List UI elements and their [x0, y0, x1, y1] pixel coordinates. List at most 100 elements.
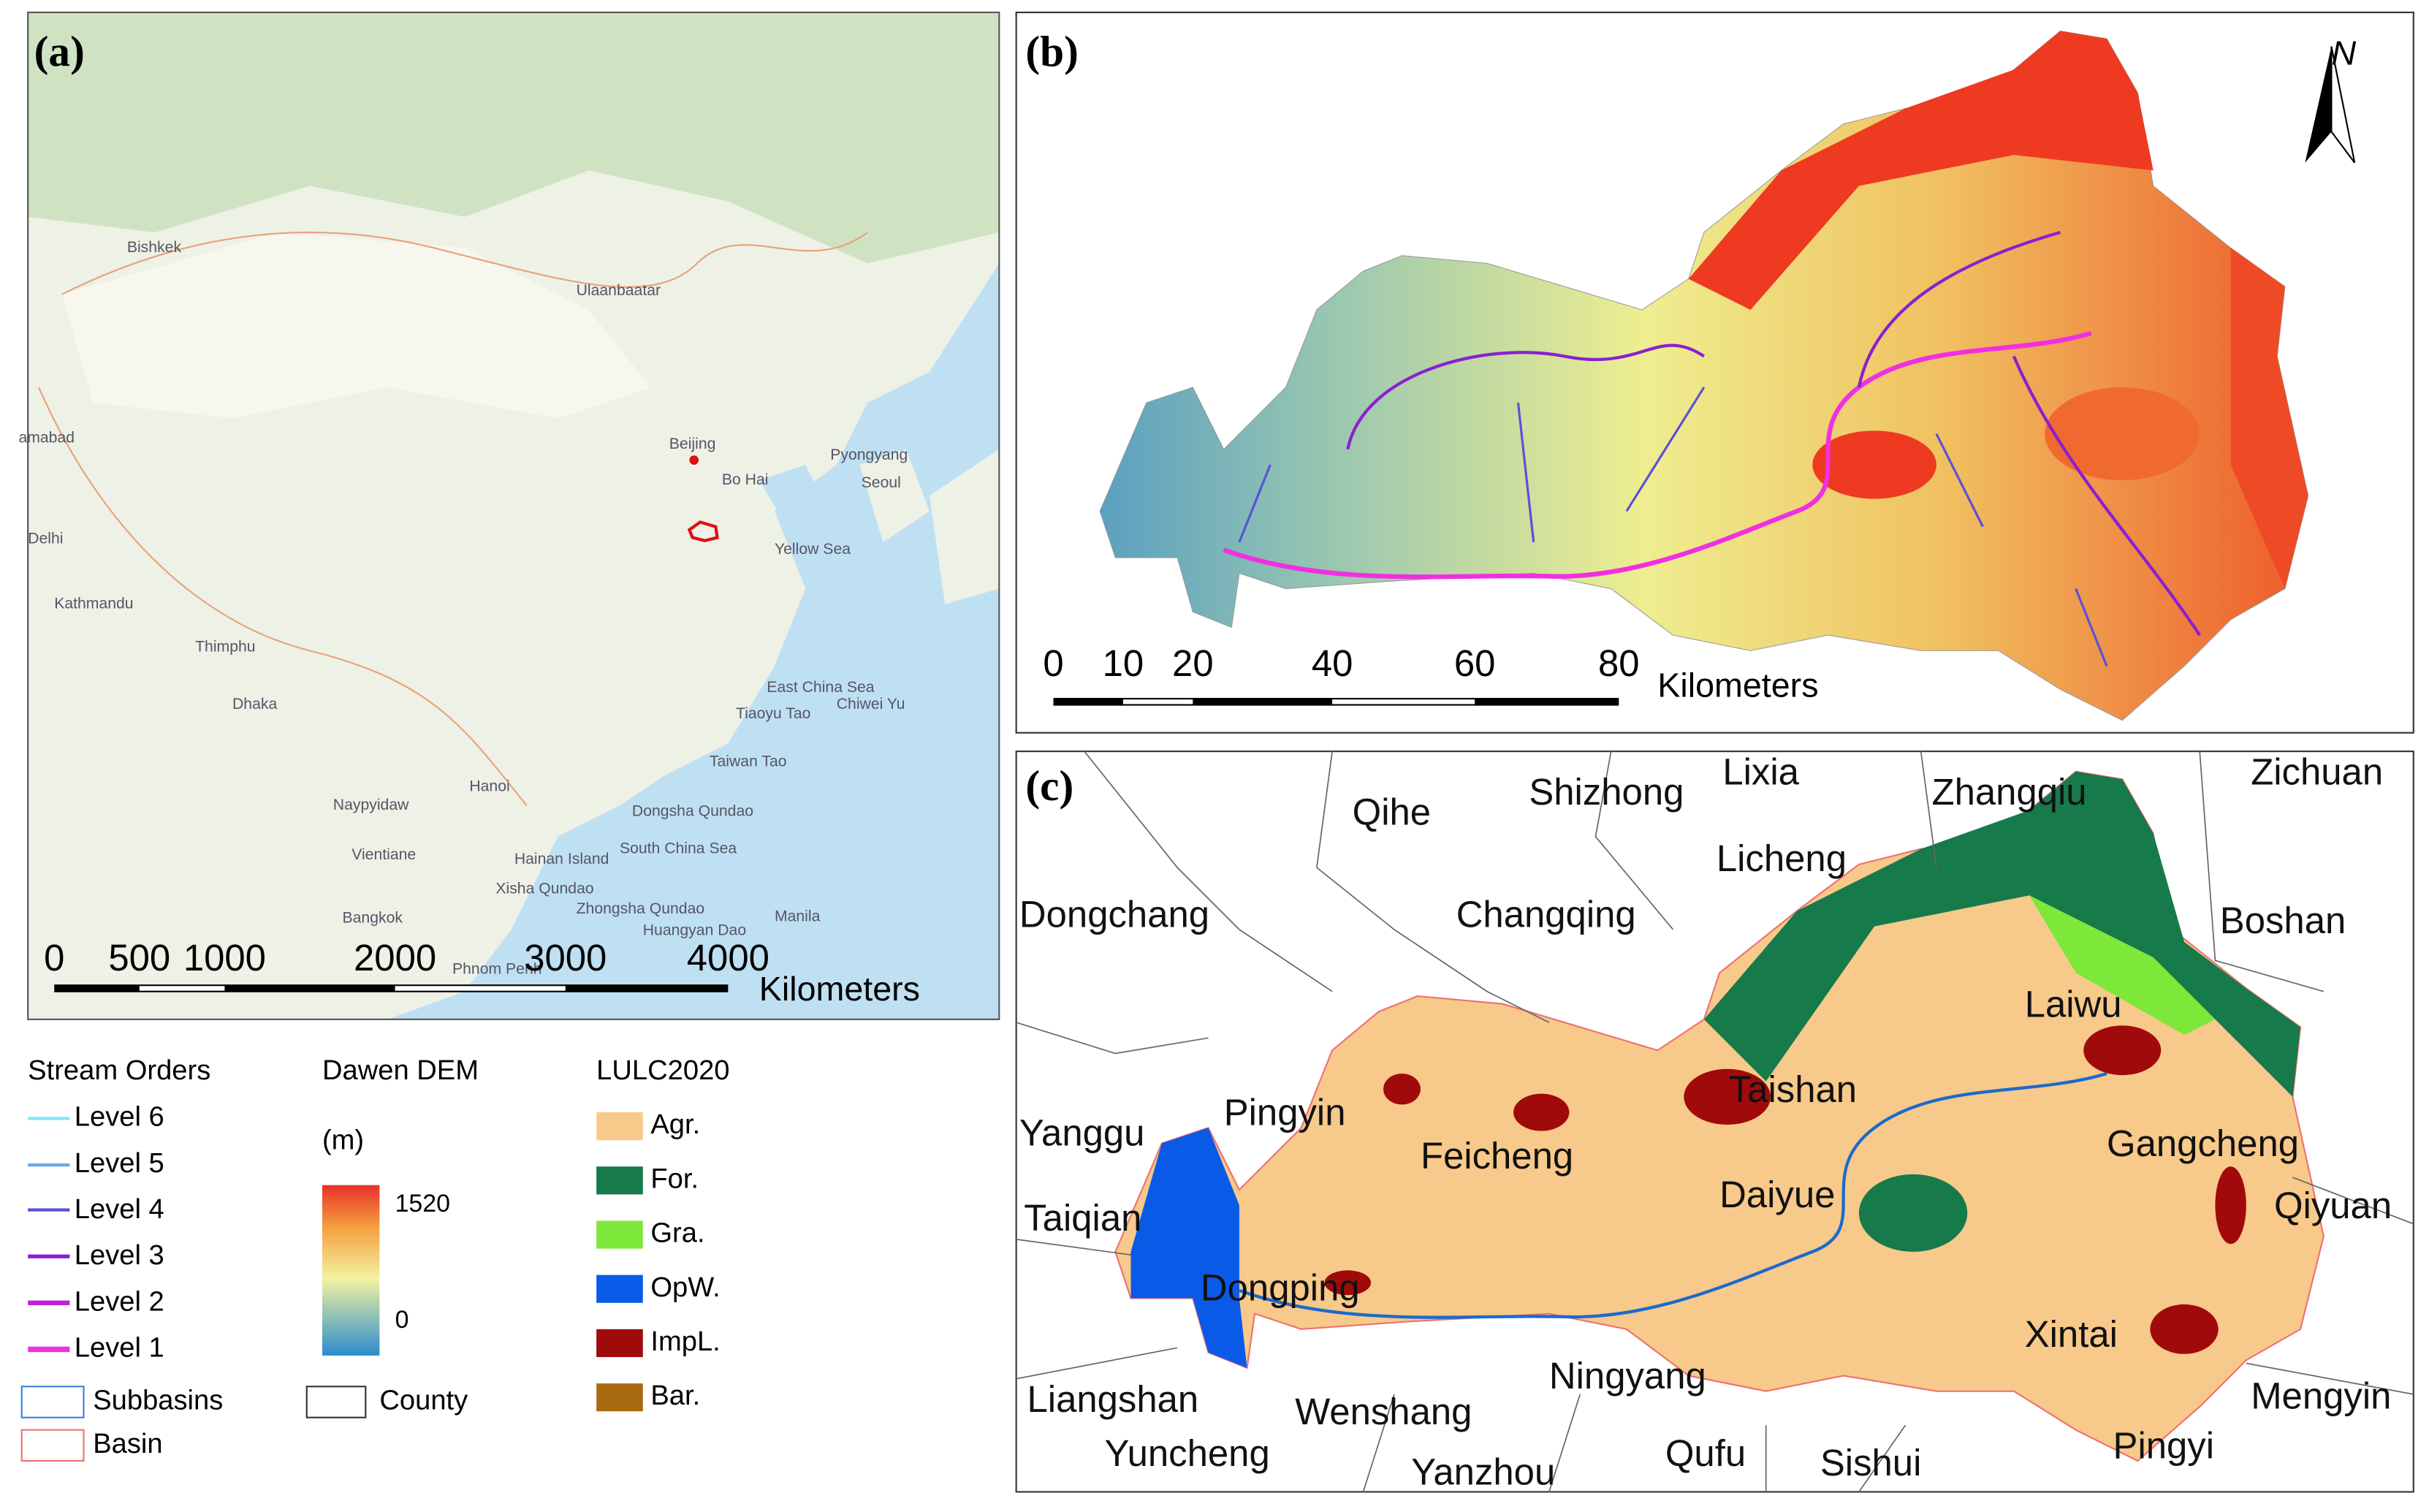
place-label: Changqing: [1456, 893, 1636, 935]
legend-label: Bar.: [650, 1380, 700, 1411]
north-label: N: [2332, 34, 2357, 72]
place-label: Zhangqiu: [1932, 771, 2087, 813]
place-label: Laiwu: [2025, 983, 2122, 1025]
panel-label: (c): [1025, 761, 1073, 810]
scale-tick: 20: [1172, 642, 1214, 684]
place-label: Thimphu: [195, 639, 255, 656]
scale-tick: 3000: [524, 937, 607, 979]
legend-label: Level 5: [75, 1147, 164, 1179]
place-label: Tiaoyu Tao: [736, 705, 810, 722]
place-label: Yanzhou: [1411, 1451, 1555, 1493]
place-label: Manila: [775, 908, 821, 925]
scale-bar-segment: [395, 986, 566, 991]
scale-bar-segment: [1122, 699, 1193, 704]
impervious: [1684, 1068, 1771, 1125]
place-label: Yanggu: [1019, 1112, 1145, 1153]
scale-tick: 500: [108, 937, 170, 979]
place-label: Bishkek: [127, 239, 182, 256]
impervious: [1383, 1074, 1421, 1105]
stream-level-1: [1223, 330, 2092, 580]
legend-label: Agr.: [650, 1109, 700, 1140]
scale-unit: Kilometers: [759, 970, 920, 1008]
place-label: Boshan: [2220, 900, 2346, 941]
place-label: Feicheng: [1421, 1135, 1573, 1177]
scale-bar: [54, 984, 729, 992]
high-terrain: [2230, 248, 2308, 589]
forest: [1703, 771, 2301, 1097]
place-label: Vientiane: [351, 846, 416, 863]
place-label: East China Sea: [767, 679, 874, 696]
river: [1239, 1072, 2107, 1319]
place-label: Gangcheng: [2107, 1122, 2299, 1164]
place-label: Sishui: [1820, 1442, 1922, 1483]
place-label: South China Sea: [620, 840, 737, 856]
place-label: Liangshan: [1027, 1378, 1198, 1420]
impervious: [2083, 1025, 2162, 1076]
place-label: Pyongyang: [830, 447, 908, 463]
place-label: Dhaka: [232, 696, 277, 713]
place-label: Ningyang: [1549, 1355, 1706, 1397]
legend-label: For.: [650, 1163, 699, 1194]
scale-tick: 60: [1454, 642, 1496, 684]
legend-swatch: [596, 1274, 643, 1303]
place-label: Hainan Island: [514, 851, 609, 867]
county-lines: [1016, 751, 2414, 1492]
place-label: Yellow Sea: [775, 541, 851, 558]
place-label: Pingyin: [1224, 1092, 1346, 1133]
capital-marker: [689, 455, 699, 465]
forest: [28, 12, 1000, 264]
place-label: Taiqian: [1024, 1197, 1141, 1239]
place-label: Shizhong: [1529, 771, 1684, 813]
legend-swatch: [20, 1429, 85, 1462]
north-arrow: [2305, 46, 2332, 163]
place-label: Chiwei Yu: [837, 696, 905, 713]
legend-label: Subbasins: [93, 1385, 223, 1416]
legend-title: LULC2020: [596, 1055, 729, 1086]
place-label: Bo Hai: [722, 471, 769, 488]
lulc-map: [1114, 770, 2325, 1462]
legend-swatch: [596, 1329, 643, 1358]
place-label: Yuncheng: [1104, 1432, 1269, 1474]
place-label: Lixia: [1722, 751, 1799, 792]
place-label: Naypyidaw: [333, 797, 409, 813]
legend-label: ImpL.: [650, 1326, 720, 1357]
place-label: Xisha Qundao: [495, 880, 593, 897]
legend-swatch: [596, 1166, 643, 1195]
legend-label: Gra.: [650, 1217, 704, 1249]
place-label: Hanoi: [469, 778, 509, 794]
scale-tick: 2000: [354, 937, 436, 979]
legend-label: OpW.: [650, 1272, 720, 1303]
scale-tick: 10: [1103, 642, 1144, 684]
legend-label: Basin: [93, 1428, 162, 1459]
bo-hai: [759, 464, 829, 535]
scale-unit: Kilometers: [1657, 666, 1818, 704]
dem-colorbar: [322, 1185, 380, 1356]
place-label: Kathmandu: [54, 595, 133, 612]
open-water: [1130, 1128, 1247, 1368]
scale-tick: 0: [1043, 642, 1063, 684]
place-label: Taiwan Tao: [710, 753, 787, 770]
legend: [20, 1117, 380, 1462]
place-label: Wenshang: [1295, 1391, 1472, 1432]
place-label: Huangyan Dao: [643, 922, 746, 939]
place-label: Bangkok: [343, 910, 403, 927]
grassland: [2029, 895, 2216, 1036]
panel-label: (a): [34, 27, 85, 75]
impervious: [2150, 1304, 2219, 1354]
scale-tick: 4000: [687, 937, 769, 979]
legend-label: County: [379, 1385, 468, 1416]
scale-bar-segment: [1332, 699, 1475, 704]
high-terrain: [1812, 430, 1936, 499]
place-label: Qiyuan: [2274, 1185, 2392, 1226]
legend-swatch: [305, 1386, 367, 1418]
legend-label: Level 4: [75, 1193, 164, 1225]
legend-swatch: [596, 1112, 643, 1141]
place-label: Taishan: [1729, 1068, 1857, 1110]
border: [61, 231, 868, 295]
legend-swatch: [596, 1383, 643, 1412]
place-label: Zichuan: [2251, 751, 2383, 792]
forest: [1858, 1174, 1968, 1252]
scale-tick: 1000: [183, 937, 266, 979]
korea: [859, 449, 930, 542]
